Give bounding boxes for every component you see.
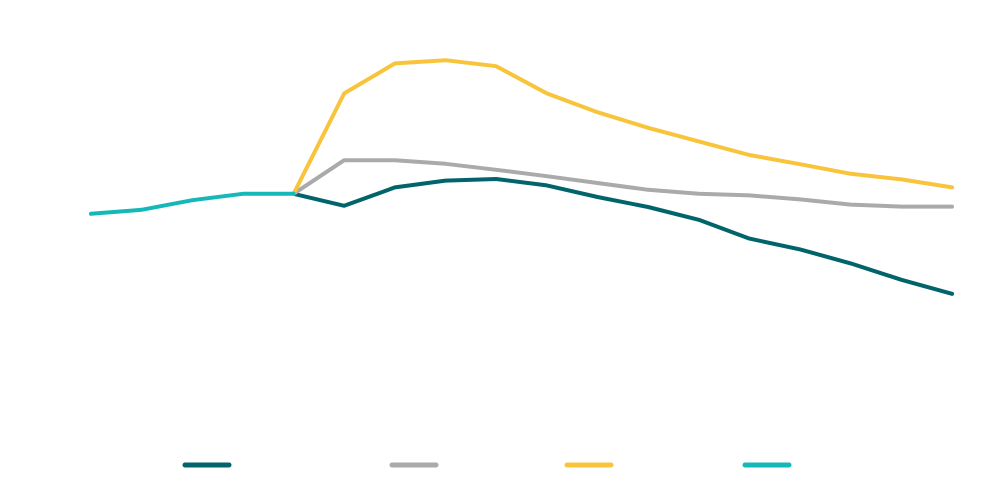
series-line-4 <box>89 191 296 216</box>
plot-area <box>89 58 954 296</box>
series-line-3 <box>291 58 954 196</box>
series-line-2 <box>291 158 954 209</box>
series-line-1 <box>291 177 954 296</box>
